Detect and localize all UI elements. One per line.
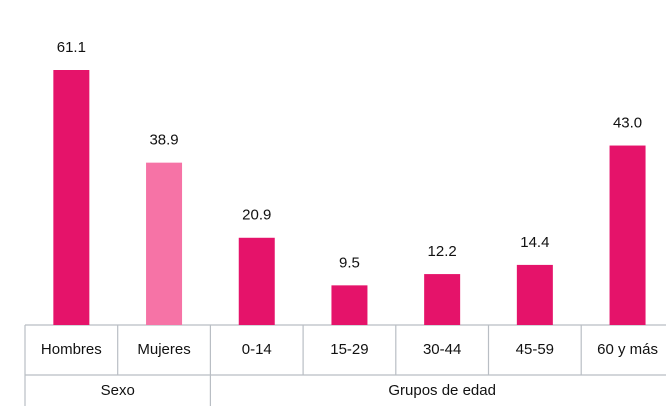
- x-tick-label: 0-14: [242, 341, 272, 358]
- bar: [516, 264, 553, 325]
- x-tick-label: 15-29: [330, 341, 368, 358]
- bar: [609, 145, 646, 325]
- bar: [53, 70, 90, 325]
- group-label: Sexo: [101, 382, 135, 399]
- x-tick-label: 30-44: [423, 341, 461, 358]
- x-tick-label: Mujeres: [137, 341, 190, 358]
- bar: [424, 274, 461, 325]
- value-label: 20.9: [242, 207, 271, 224]
- value-label: 38.9: [149, 132, 178, 149]
- value-label: 61.1: [57, 39, 86, 56]
- bar: [146, 162, 183, 325]
- x-tick-label: 60 y más: [597, 341, 658, 358]
- x-tick-label: 45-59: [516, 341, 554, 358]
- value-label: 43.0: [613, 115, 642, 132]
- value-label: 12.2: [428, 243, 457, 260]
- value-label: 9.5: [339, 254, 360, 271]
- value-label: 14.4: [520, 234, 549, 251]
- x-tick-label: Hombres: [41, 341, 102, 358]
- group-label: Grupos de edad: [388, 382, 496, 399]
- bar: [238, 237, 275, 325]
- bar: [331, 285, 368, 325]
